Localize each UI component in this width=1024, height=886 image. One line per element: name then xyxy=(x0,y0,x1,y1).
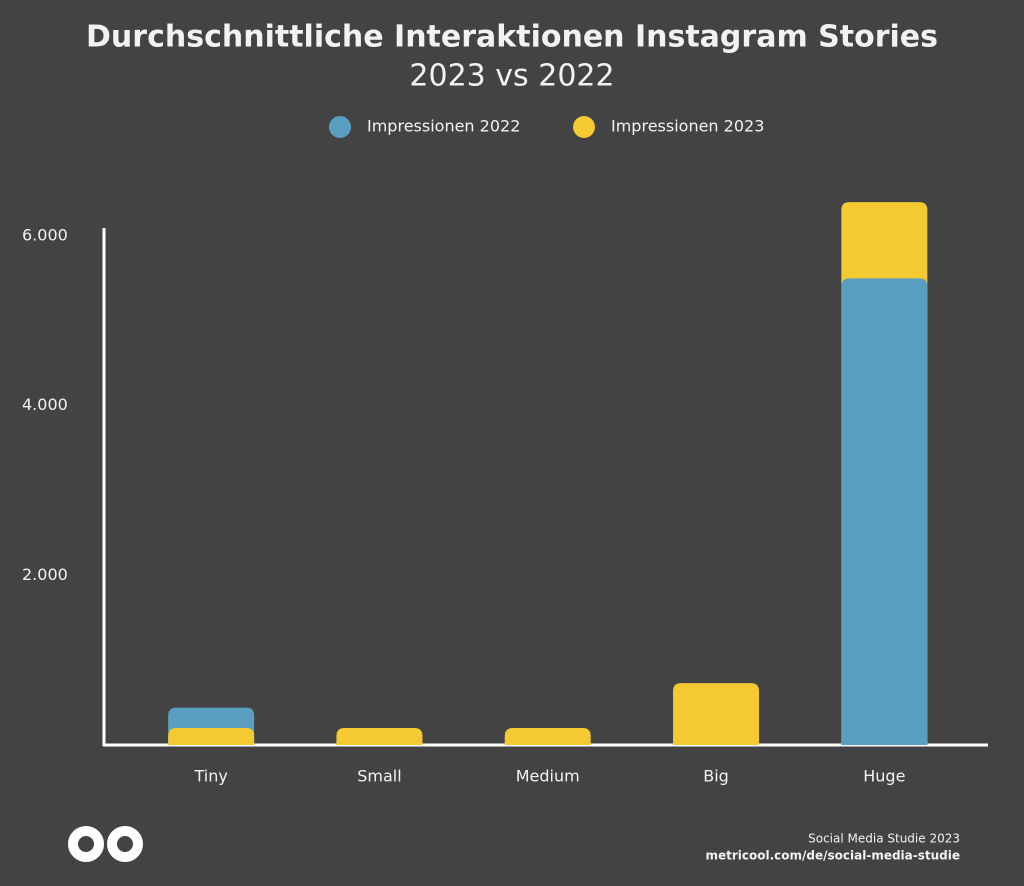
x-tick-label: Big xyxy=(703,767,729,786)
x-tick-label: Medium xyxy=(516,767,580,786)
x-tick-label: Small xyxy=(357,767,401,786)
bar xyxy=(168,728,255,745)
chart-subtitle: 2023 vs 2022 xyxy=(409,59,614,94)
chart-title: Durchschnittliche Interaktionen Instagra… xyxy=(86,20,938,55)
y-tick-label: 2.000 xyxy=(22,565,68,584)
x-tick-label: Huge xyxy=(863,767,905,786)
y-tick-label: 6.000 xyxy=(22,226,68,245)
bar xyxy=(673,683,760,745)
legend-label: Impressionen 2023 xyxy=(611,117,764,136)
x-tick-label: Tiny xyxy=(193,767,227,786)
legend-swatch xyxy=(573,116,595,138)
logo xyxy=(68,826,143,862)
bar xyxy=(336,728,423,745)
bar xyxy=(504,728,591,745)
y-tick-label: 4.000 xyxy=(22,395,68,414)
bar xyxy=(841,278,928,745)
footer-url: metricool.com/de/social-media-studie xyxy=(705,849,960,863)
legend-label: Impressionen 2022 xyxy=(367,117,520,136)
footer-line: Social Media Studie 2023 xyxy=(808,832,960,846)
legend-swatch xyxy=(329,116,351,138)
